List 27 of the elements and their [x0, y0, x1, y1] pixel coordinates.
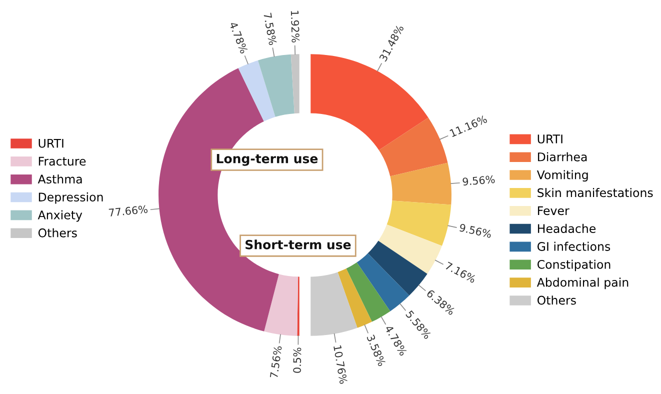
data-label: 77.66%	[108, 205, 148, 217]
legend-label: Fracture	[38, 156, 86, 166]
data-label: 9.56%	[462, 175, 495, 186]
data-label: 9.56%	[459, 223, 492, 238]
legend-label: Skin manifestations	[538, 188, 653, 198]
legend-label: Others	[38, 228, 77, 238]
legend-label: Constipation	[537, 260, 610, 272]
legend-label: Headache	[538, 224, 596, 234]
legend-label: Depression	[38, 192, 103, 204]
data-label: 7.58%	[264, 12, 277, 46]
data-label: 10.76%	[333, 345, 348, 384]
legend-label: URTI	[38, 138, 64, 148]
legend-label: Others	[537, 296, 576, 305]
text: Short-term use	[246, 240, 351, 250]
legend-label: URTI	[538, 134, 562, 144]
legend-label: GI infections	[537, 242, 610, 251]
legend-label: Fever	[538, 206, 570, 216]
legend-label: Anxiety	[38, 210, 82, 222]
text: Long-term use	[216, 154, 318, 166]
data-label: 0.5%	[293, 348, 302, 373]
legend-label: Asthma	[38, 174, 82, 184]
legend-label: Abdominal pain	[536, 278, 628, 290]
data-label: 1.92%	[290, 10, 300, 42]
legend-label: Vomiting	[536, 170, 588, 182]
data-label: 4.78%	[229, 21, 248, 54]
legend-label: Diarrhea	[538, 152, 587, 162]
data-label: 7.56%	[270, 346, 282, 378]
